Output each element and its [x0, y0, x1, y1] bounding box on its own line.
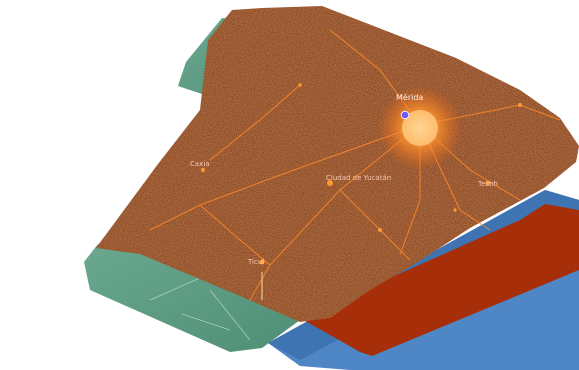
- location-marker-icon[interactable]: [400, 110, 410, 120]
- place-label-caxia: Caxia: [190, 160, 210, 168]
- night-lights-layer[interactable]: [96, 6, 579, 322]
- place-label-merida: Mérida: [396, 92, 423, 102]
- city-core: [402, 110, 438, 146]
- terrain-layer: [300, 204, 579, 356]
- vegetation-layer-bottom: [84, 244, 300, 352]
- night-lights-towns: [201, 83, 522, 265]
- place-label-ticul: Ticul: [247, 258, 264, 266]
- place-label-ciudad: Ciudad de Yucatán: [326, 174, 391, 182]
- vegetation-roads: [149, 277, 251, 341]
- place-label-tecoh: Tecoh: [477, 180, 498, 188]
